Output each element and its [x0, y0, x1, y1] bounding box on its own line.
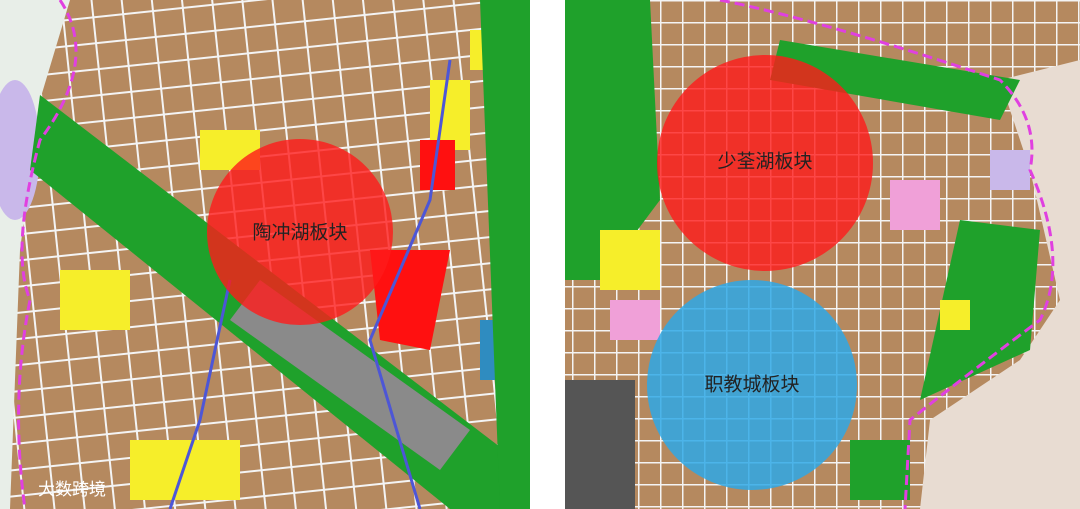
watermark: 大数跨境: [38, 480, 106, 500]
zone-label: 职教城板块: [704, 374, 799, 396]
left-map: 陶冲湖板块 大数跨境: [0, 0, 530, 509]
right-map: 少荃湖板块 职教城板块: [565, 0, 1080, 509]
zone-label: 少荃湖板块: [717, 151, 812, 173]
zone-circle: [657, 55, 873, 271]
zone-circle: [647, 280, 857, 490]
zone-label: 陶冲湖板块: [252, 222, 347, 244]
zone-circle: [207, 139, 393, 325]
